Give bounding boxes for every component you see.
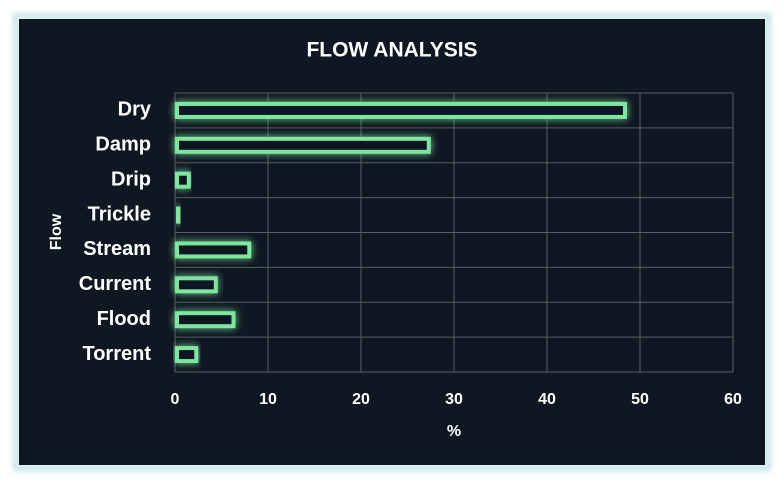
bar	[175, 136, 431, 154]
y-tick-label: Drip	[111, 168, 151, 190]
y-tick-label: Current	[79, 273, 152, 295]
bar	[175, 311, 236, 329]
bar	[175, 206, 182, 224]
x-tick-label: 60	[724, 391, 742, 408]
x-tick-label: 20	[352, 391, 370, 408]
x-tick-label: 40	[538, 391, 556, 408]
frame-glow	[13, 13, 771, 471]
bar	[175, 346, 199, 364]
y-tick-label: Stream	[83, 238, 151, 260]
bar	[175, 101, 627, 119]
chart-title: FLOW ANALYSIS	[306, 39, 477, 62]
y-tick-label: Torrent	[82, 343, 151, 365]
x-tick-label: 0	[171, 391, 180, 408]
x-tick-label: 50	[631, 391, 649, 408]
bar	[175, 276, 218, 294]
x-tick-label: 10	[259, 391, 277, 408]
x-axis-label: %	[447, 423, 461, 440]
y-tick-label: Trickle	[88, 203, 151, 225]
y-tick-label: Dry	[118, 99, 152, 121]
y-axis-label: Flow	[48, 213, 65, 250]
x-tick-label: 30	[445, 391, 463, 408]
bar	[175, 241, 252, 259]
y-tick-label: Damp	[95, 134, 151, 156]
y-tick-label: Flood	[97, 308, 151, 330]
bar	[175, 171, 191, 189]
